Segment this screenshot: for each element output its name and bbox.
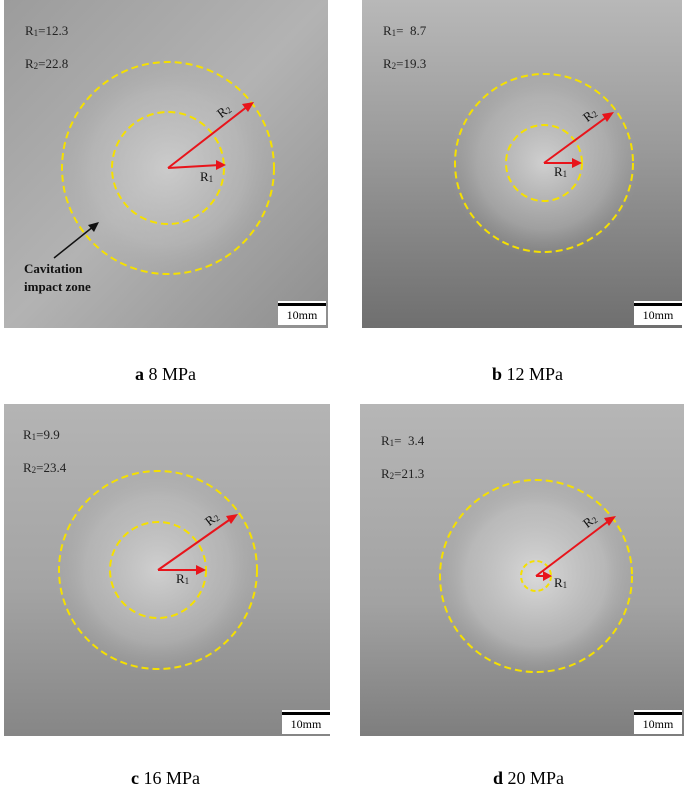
r1-arrowhead-d [543, 571, 552, 581]
outer-circle-d [439, 479, 633, 673]
specimen-surface-b [362, 0, 682, 328]
scale-bar-a: 10mm [278, 301, 326, 325]
caption-c: c 16 MPa [131, 768, 200, 789]
r2-arrowhead-a [242, 102, 254, 112]
caption-text-a: 8 MPa [144, 364, 197, 384]
specimen-surface-d [360, 404, 684, 736]
scale-bar-b: 10mm [634, 301, 682, 325]
specimen-surface-c [4, 404, 330, 736]
scale-bar-d: 10mm [634, 710, 682, 734]
outer-circle-c [58, 470, 258, 670]
r2-arrowhead-d [604, 516, 616, 526]
r2-arrow-a [167, 105, 249, 169]
r1-label-c: R1 [176, 571, 190, 587]
r2-arrowhead-b [602, 112, 614, 122]
r1-label-b: R1 [554, 164, 568, 180]
zone-pointer-head-a [88, 222, 99, 232]
r1-arrowhead-b [572, 158, 582, 168]
r1-arrowhead-a [216, 160, 226, 170]
r2-arrow-b [543, 115, 609, 164]
radius-readout-d: R1= 3.4 R2=21.3 [381, 433, 425, 481]
caption-text-c: 16 MPa [139, 768, 201, 788]
caption-d: d 20 MPa [493, 768, 564, 789]
cavitation-zone-label: Cavitation impact zone [24, 261, 91, 294]
caption-letter-a: a [135, 364, 144, 384]
caption-letter-d: d [493, 768, 504, 788]
caption-letter-c: c [131, 768, 139, 788]
radius-readout-c: R1=9.9 R2=23.4 [23, 427, 67, 475]
scale-bar-c: 10mm [282, 710, 330, 734]
specimen-photo-b: R1= 8.7 R2=19.3 R1 R2 10mm [362, 0, 682, 328]
radius-readout-b: R1= 8.7 R2=19.3 [383, 23, 427, 71]
caption-a: a 8 MPa [135, 364, 196, 385]
zone-pointer-arrow-a [53, 225, 95, 259]
r1-label-a: R1 [200, 169, 214, 185]
specimen-surface-a [4, 0, 328, 328]
outer-circle-a [61, 61, 275, 275]
caption-letter-b: b [492, 364, 503, 384]
r1-arrowhead-c [196, 565, 206, 575]
caption-text-d: 20 MPa [503, 768, 565, 788]
r2-arrowhead-c [226, 514, 238, 524]
caption-text-b: 12 MPa [502, 364, 564, 384]
inner-circle-a [111, 111, 225, 225]
r2-arrow-c [157, 517, 233, 571]
outer-circle-b [454, 73, 634, 253]
specimen-photo-a: R1=12.3 R2=22.8 R1 R2 Cavitation impact z… [4, 0, 328, 328]
caption-b: b 12 MPa [492, 364, 563, 385]
radius-readout-a: R1=12.3 R2=22.8 [25, 23, 69, 71]
specimen-photo-d: R1= 3.4 R2=21.3 R1 R2 10mm [360, 404, 684, 736]
specimen-photo-c: R1=9.9 R2=23.4 R1 R2 10mm [4, 404, 330, 736]
r2-arrow-d [535, 519, 611, 577]
r1-arrow-a [167, 164, 221, 169]
r1-label-d: R1 [554, 575, 568, 591]
